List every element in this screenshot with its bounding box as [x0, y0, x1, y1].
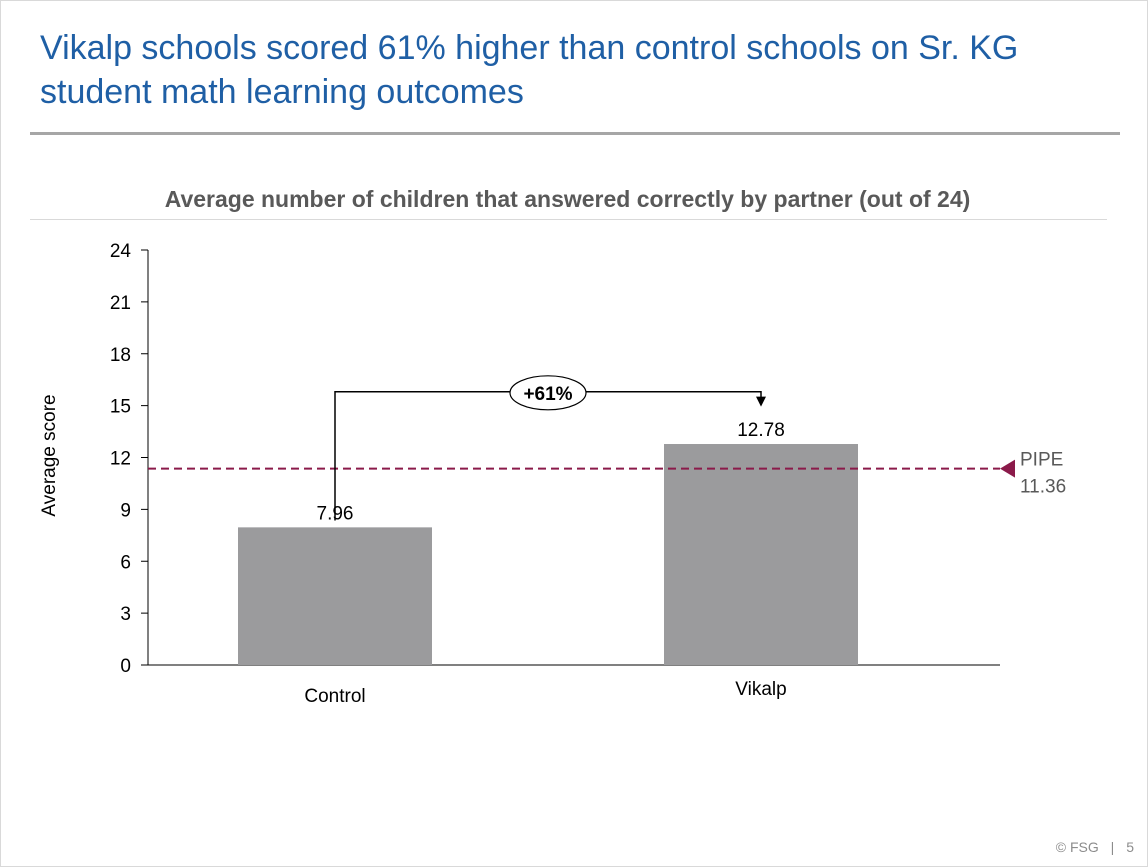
chart-title: Average number of children that answered…: [164, 186, 971, 212]
footer-separator: |: [1110, 839, 1115, 855]
y-tick-label: 24: [110, 241, 132, 262]
copyright-label: © FSG: [1055, 839, 1099, 855]
category-label: Vikalp: [735, 679, 786, 700]
slide-footer: © FSG | 5: [1056, 839, 1134, 855]
page-number: 5: [1126, 839, 1134, 855]
y-tick-label: 3: [120, 604, 131, 625]
title-divider: [30, 132, 1120, 135]
pipe-value-label: 11.36: [1020, 477, 1066, 498]
bracket-arrow-icon: [756, 396, 766, 407]
pipe-label: PIPE: [1020, 450, 1063, 471]
bar-vikalp: [664, 444, 858, 665]
bar-value-label: 12.78: [737, 420, 785, 441]
y-tick-label: 9: [120, 500, 131, 521]
y-tick-label: 6: [120, 552, 131, 573]
growth-badge: [509, 375, 587, 411]
y-axis-title: Average score: [39, 394, 60, 516]
chart-title-divider: [30, 219, 1107, 220]
slide-title: Vikalp schools scored 61% higher than co…: [40, 29, 1019, 111]
pipe-marker-icon: [1000, 459, 1015, 478]
y-tick-label: 21: [110, 293, 131, 314]
y-tick-label: 12: [110, 449, 131, 470]
y-tick-label: 0: [120, 656, 131, 677]
bar-control: [238, 527, 432, 665]
growth-badge-label: +61%: [523, 384, 572, 405]
y-tick-label: 15: [110, 397, 131, 418]
category-label: Control: [304, 686, 365, 707]
y-tick-label: 18: [110, 345, 131, 366]
